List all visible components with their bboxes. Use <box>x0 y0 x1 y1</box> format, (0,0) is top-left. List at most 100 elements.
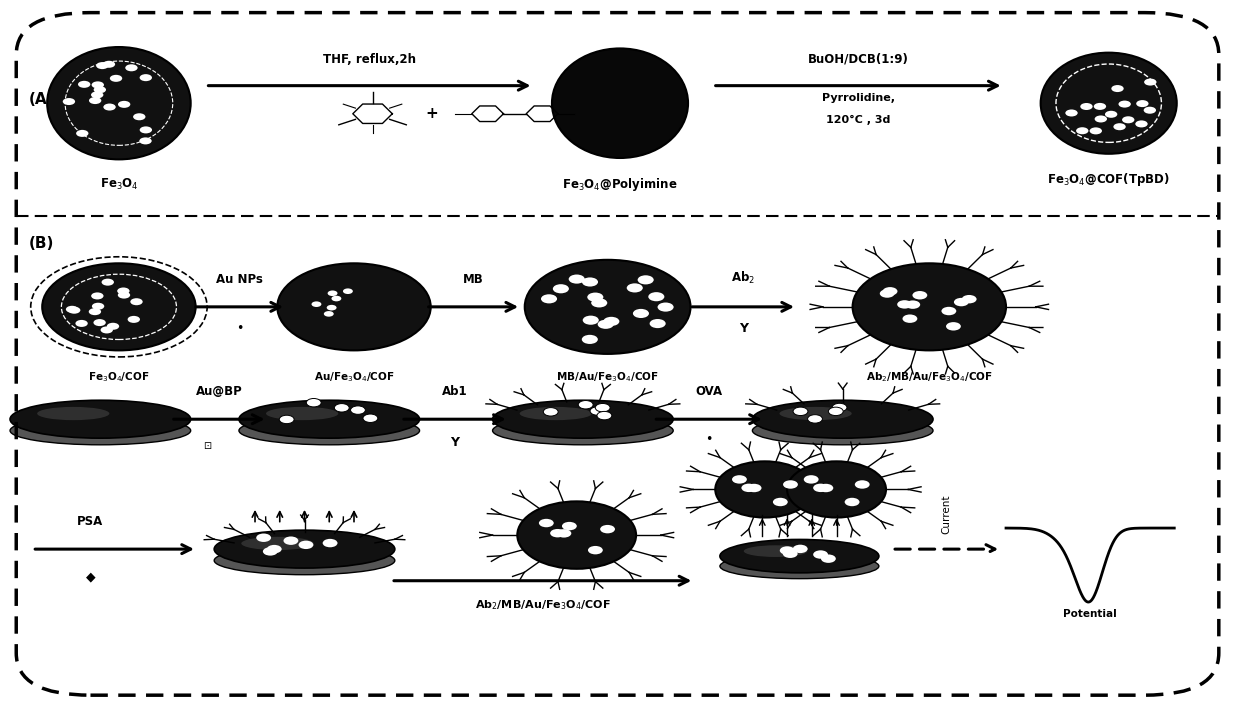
Circle shape <box>92 81 104 88</box>
Circle shape <box>1080 103 1092 110</box>
Circle shape <box>1136 121 1148 128</box>
Circle shape <box>780 546 795 555</box>
Circle shape <box>742 484 756 492</box>
Circle shape <box>807 415 822 423</box>
Circle shape <box>792 545 807 553</box>
Circle shape <box>363 414 378 422</box>
Circle shape <box>1090 128 1102 135</box>
Circle shape <box>962 295 977 303</box>
Text: MB: MB <box>463 273 484 286</box>
Ellipse shape <box>47 47 191 159</box>
Circle shape <box>97 62 108 69</box>
Ellipse shape <box>37 407 109 420</box>
Circle shape <box>118 288 129 295</box>
Ellipse shape <box>715 461 815 517</box>
Circle shape <box>794 407 808 415</box>
Circle shape <box>102 278 114 286</box>
Circle shape <box>582 278 598 286</box>
Ellipse shape <box>10 417 191 445</box>
Circle shape <box>1118 101 1131 108</box>
Ellipse shape <box>42 264 196 350</box>
Circle shape <box>130 298 143 305</box>
Circle shape <box>903 314 918 323</box>
FancyArrowPatch shape <box>35 545 191 553</box>
Circle shape <box>351 406 366 415</box>
Text: Au/Fe$_3$O$_4$/COF: Au/Fe$_3$O$_4$/COF <box>314 370 394 384</box>
Circle shape <box>854 480 869 489</box>
Ellipse shape <box>492 417 673 445</box>
Circle shape <box>68 307 81 314</box>
Text: Ab$_2$/MB/Au/Fe$_3$O$_4$/COF: Ab$_2$/MB/Au/Fe$_3$O$_4$/COF <box>866 370 993 384</box>
Circle shape <box>591 298 608 307</box>
Circle shape <box>1111 85 1123 92</box>
Ellipse shape <box>239 417 419 445</box>
Ellipse shape <box>753 400 932 439</box>
FancyArrowPatch shape <box>208 81 527 90</box>
Circle shape <box>1105 111 1117 118</box>
Circle shape <box>818 484 833 492</box>
Ellipse shape <box>517 501 636 569</box>
FancyArrowPatch shape <box>196 302 280 312</box>
Circle shape <box>946 322 961 331</box>
Text: OVA: OVA <box>696 385 723 398</box>
Circle shape <box>110 75 123 82</box>
Text: PSA: PSA <box>77 515 104 528</box>
Circle shape <box>773 498 787 506</box>
Circle shape <box>557 529 572 538</box>
Circle shape <box>63 98 76 105</box>
Circle shape <box>89 308 102 315</box>
Circle shape <box>1076 127 1089 134</box>
Circle shape <box>128 316 140 323</box>
Circle shape <box>583 316 599 325</box>
Circle shape <box>782 549 797 558</box>
Circle shape <box>941 307 956 315</box>
Circle shape <box>118 101 130 108</box>
Circle shape <box>578 400 593 409</box>
Ellipse shape <box>492 400 673 439</box>
Circle shape <box>139 137 151 145</box>
Text: BuOH/DCB(1:9): BuOH/DCB(1:9) <box>807 53 909 66</box>
Circle shape <box>595 403 610 412</box>
Ellipse shape <box>720 553 879 579</box>
Circle shape <box>140 126 153 133</box>
FancyArrowPatch shape <box>895 545 994 553</box>
Ellipse shape <box>753 417 932 445</box>
Circle shape <box>598 320 614 329</box>
Circle shape <box>604 317 620 326</box>
Circle shape <box>263 547 278 556</box>
Circle shape <box>821 554 836 563</box>
Text: Ab$_2$/MB/Au/Fe$_3$O$_4$/COF: Ab$_2$/MB/Au/Fe$_3$O$_4$/COF <box>475 599 610 612</box>
Circle shape <box>140 74 153 81</box>
Circle shape <box>1145 78 1157 85</box>
Ellipse shape <box>520 407 591 420</box>
Circle shape <box>832 403 847 412</box>
Circle shape <box>905 300 920 309</box>
Text: •: • <box>706 434 713 446</box>
Circle shape <box>92 302 104 309</box>
Circle shape <box>125 64 138 71</box>
Text: ◆: ◆ <box>86 570 95 583</box>
Circle shape <box>657 302 673 312</box>
Circle shape <box>596 412 611 419</box>
Circle shape <box>782 480 797 489</box>
Text: Fe$_3$O$_4$@Polyimine: Fe$_3$O$_4$@Polyimine <box>562 176 678 192</box>
FancyArrowPatch shape <box>715 81 997 90</box>
Circle shape <box>92 293 103 300</box>
Circle shape <box>91 92 103 99</box>
FancyArrowPatch shape <box>656 415 759 424</box>
Circle shape <box>543 407 558 416</box>
Circle shape <box>311 301 321 307</box>
Circle shape <box>284 537 299 545</box>
Text: (A): (A) <box>29 92 55 107</box>
Circle shape <box>632 309 649 318</box>
Ellipse shape <box>10 400 191 439</box>
Ellipse shape <box>1040 53 1177 154</box>
Ellipse shape <box>552 49 688 158</box>
Text: THF, reflux,2h: THF, reflux,2h <box>322 53 415 66</box>
Circle shape <box>954 298 968 306</box>
Circle shape <box>588 293 604 302</box>
Circle shape <box>813 484 828 492</box>
Circle shape <box>94 86 105 93</box>
Text: Fe$_3$O$_4$: Fe$_3$O$_4$ <box>99 177 138 192</box>
Circle shape <box>553 284 569 293</box>
